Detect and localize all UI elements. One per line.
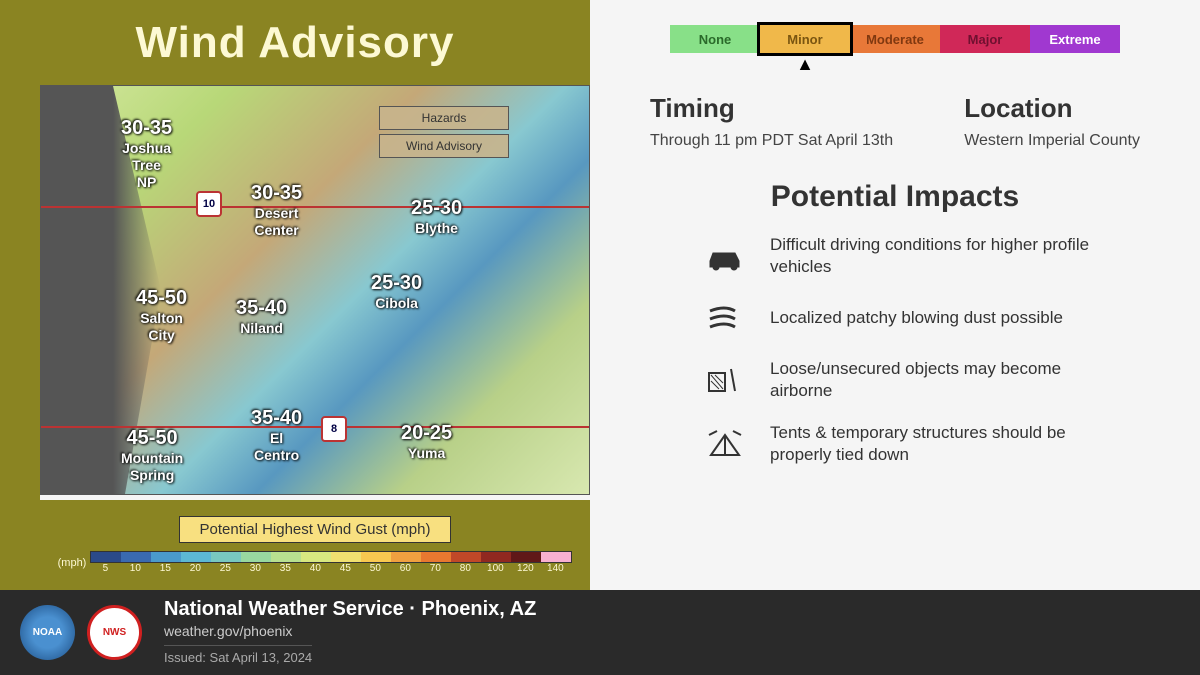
severity-level-minor: Minor [760, 25, 850, 53]
impact-text: Tents & temporary structures should be p… [770, 422, 1110, 466]
map-location-label: 25-30Cibola [371, 271, 422, 312]
hazards-heading: Hazards [379, 106, 509, 130]
severity-scale: NoneMinorModerateMajorExtreme [620, 25, 1170, 53]
noaa-logo: NOAA [20, 605, 75, 660]
impact-item: Tents & temporary structures should be p… [700, 422, 1170, 466]
hazards-item: Wind Advisory [379, 134, 509, 158]
map-location-label: 45-50SaltonCity [136, 286, 187, 344]
map-location-label: 35-40Niland [236, 296, 287, 337]
footer-org: National Weather Service · Phoenix, AZ [164, 598, 536, 621]
tent-icon [700, 424, 750, 464]
location-block: Location Western Imperial County [964, 93, 1140, 150]
timing-location-row: Timing Through 11 pm PDT Sat April 13th … [650, 93, 1140, 150]
timing-text: Through 11 pm PDT Sat April 13th [650, 132, 893, 150]
left-accent-strip [0, 85, 40, 590]
impact-text: Loose/unsecured objects may become airbo… [770, 358, 1110, 402]
page-title: Wind Advisory [135, 18, 454, 68]
map-location-label: 30-35DesertCenter [251, 181, 302, 239]
legend-swatches [90, 551, 572, 563]
impact-item: Loose/unsecured objects may become airbo… [700, 358, 1170, 402]
footer-text: National Weather Service · Phoenix, AZ w… [164, 598, 536, 667]
map-location-label: 25-30Blythe [411, 196, 462, 237]
timing-block: Timing Through 11 pm PDT Sat April 13th [650, 93, 893, 150]
severity-level-none: None [670, 25, 760, 53]
impact-text: Localized patchy blowing dust possible [770, 307, 1063, 329]
nws-logo: NWS [87, 605, 142, 660]
severity-level-extreme: Extreme [1030, 25, 1120, 53]
impact-text: Difficult driving conditions for higher … [770, 234, 1110, 278]
location-heading: Location [964, 93, 1140, 124]
timing-heading: Timing [650, 93, 893, 124]
highway-line [41, 206, 589, 208]
car-icon [700, 236, 750, 276]
info-panel: NoneMinorModerateMajorExtreme Timing Thr… [590, 0, 1200, 590]
interstate-shield-icon: 10 [196, 191, 222, 217]
map-hazards-legend: Hazards Wind Advisory [379, 106, 509, 158]
title-banner: Wind Advisory [0, 0, 590, 85]
footer-issued: Issued: Sat April 13, 2024 [164, 645, 312, 665]
severity-level-major: Major [940, 25, 1030, 53]
map-location-label: 30-35JoshuaTreeNP [121, 116, 172, 190]
legend-unit: (mph) [58, 557, 87, 569]
legend-title: Potential Highest Wind Gust (mph) [179, 516, 452, 543]
impact-item: Difficult driving conditions for higher … [700, 234, 1170, 278]
legend-scale: (mph) 5101520253035404550607080100120140 [58, 551, 573, 574]
map-location-label: 20-25Yuma [401, 421, 452, 462]
map-location-label: 45-50MountainSpring [121, 426, 183, 484]
location-text: Western Imperial County [964, 132, 1140, 150]
wind-gust-map: Hazards Wind Advisory 30-35JoshuaTreeNP 3… [40, 85, 590, 495]
map-legend: Potential Highest Wind Gust (mph) (mph) … [40, 500, 590, 590]
footer-bar: NOAA NWS National Weather Service · Phoe… [0, 590, 1200, 675]
interstate-shield-icon: 8 [321, 416, 347, 442]
debris-icon [700, 360, 750, 400]
impacts-section: Potential Impacts Difficult driving cond… [700, 180, 1170, 467]
legend-ticks: 5101520253035404550607080100120140 [90, 563, 572, 574]
dust-icon [700, 298, 750, 338]
impact-item: Localized patchy blowing dust possible [700, 298, 1170, 338]
map-location-label: 35-40ElCentro [251, 406, 302, 464]
severity-level-moderate: Moderate [850, 25, 940, 53]
impacts-heading: Potential Impacts [620, 180, 1170, 214]
footer-url: weather.gov/phoenix [164, 623, 536, 639]
